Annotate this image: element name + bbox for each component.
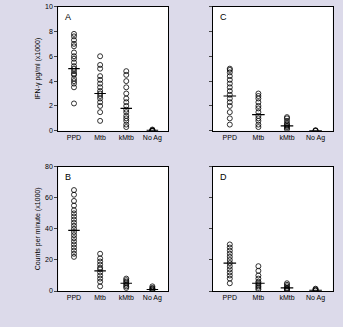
svg-text:Mtb: Mtb	[253, 294, 265, 301]
svg-text:PPD: PPD	[67, 134, 81, 141]
svg-text:0: 0	[49, 287, 53, 294]
svg-text:No Ag: No Ag	[306, 134, 325, 142]
svg-text:4: 4	[49, 78, 53, 85]
svg-text:Mtb: Mtb	[94, 294, 106, 301]
svg-text:PPD: PPD	[223, 134, 237, 141]
svg-text:40: 40	[45, 225, 53, 232]
svg-text:80: 80	[45, 163, 53, 170]
svg-text:10: 10	[45, 3, 53, 10]
svg-text:kMtb: kMtb	[279, 134, 294, 141]
svg-text:A: A	[65, 12, 71, 22]
svg-text:No Ag: No Ag	[306, 294, 325, 302]
svg-text:kMtb: kMtb	[119, 294, 134, 301]
svg-text:20: 20	[45, 256, 53, 263]
svg-text:No Ag: No Ag	[143, 294, 162, 302]
svg-text:60: 60	[45, 194, 53, 201]
svg-text:Mtb: Mtb	[253, 134, 265, 141]
svg-text:Counts per minute (x1000): Counts per minute (x1000)	[34, 187, 42, 270]
svg-text:C: C	[220, 12, 227, 22]
svg-text:IFN-γ pg/ml (x1000): IFN-γ pg/ml (x1000)	[34, 38, 42, 100]
svg-text:D: D	[220, 172, 227, 182]
svg-text:kMtb: kMtb	[119, 134, 134, 141]
svg-text:2: 2	[49, 102, 53, 109]
svg-text:PPD: PPD	[67, 294, 81, 301]
svg-text:6: 6	[49, 53, 53, 60]
svg-text:PPD: PPD	[223, 294, 237, 301]
svg-text:0: 0	[49, 127, 53, 134]
svg-text:Mtb: Mtb	[94, 134, 106, 141]
svg-text:B: B	[65, 172, 71, 182]
svg-text:kMtb: kMtb	[279, 294, 294, 301]
svg-text:No Ag: No Ag	[143, 134, 162, 142]
svg-text:8: 8	[49, 28, 53, 35]
